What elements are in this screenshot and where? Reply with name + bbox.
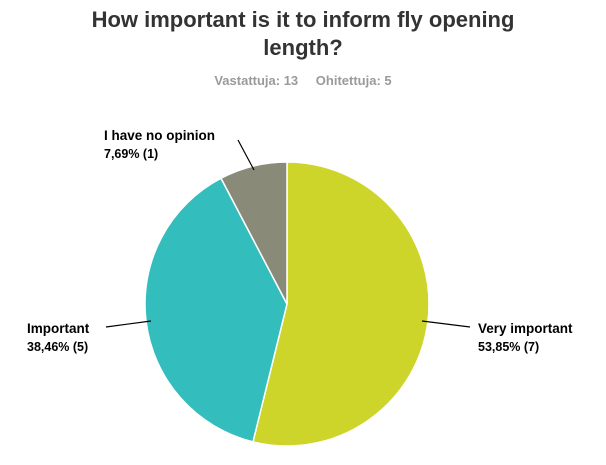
slice-value-very-important: 53,85% (7): [478, 340, 539, 354]
chart-title-line-2: length?: [263, 35, 343, 60]
leader-line-very-important: [421, 320, 471, 328]
pie-slice-very-important[interactable]: [252, 161, 430, 447]
chart-title-line-1: How important is it to inform fly openin…: [91, 7, 515, 32]
slice-label-important: Important: [27, 321, 90, 336]
slice-value-i-have-no-opinion: 7,69% (1): [104, 147, 158, 161]
leader-line-i-have-no-opinion: [237, 139, 255, 171]
slice-label-very-important: Very important: [478, 321, 573, 336]
chart-title: How important is it to inform fly openin…: [0, 6, 606, 62]
answered-count: Vastattuja: 13: [214, 73, 299, 88]
skipped-count: Ohitettuja: 5: [315, 73, 392, 88]
pie-slice-i-have-no-opinion[interactable]: [220, 161, 288, 305]
slice-label-i-have-no-opinion: I have no opinion: [104, 128, 215, 143]
leader-line-important: [105, 320, 152, 328]
response-stats: Vastattuja: 13 Ohitettuja: 5: [0, 73, 606, 88]
slice-value-important: 38,46% (5): [27, 340, 88, 354]
